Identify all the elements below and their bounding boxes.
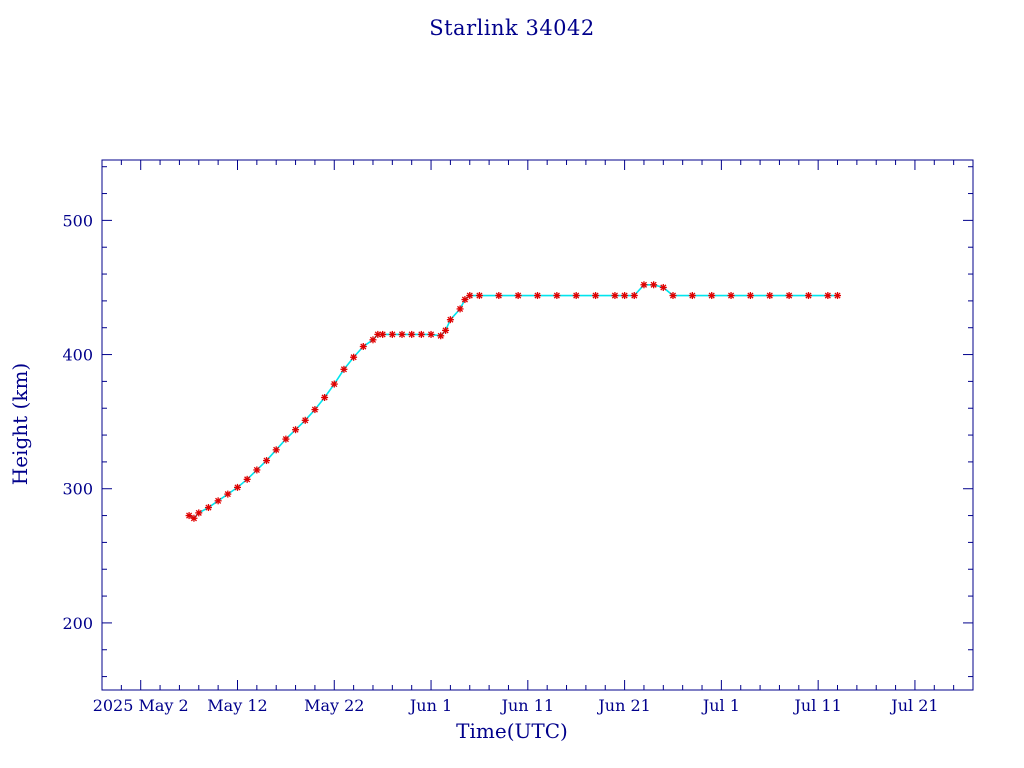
data-point <box>456 305 464 313</box>
data-point <box>195 509 203 517</box>
series-connector-line <box>188 283 838 520</box>
data-point <box>272 446 280 454</box>
data-point <box>834 292 842 300</box>
x-tick-label: May 12 <box>207 696 267 715</box>
data-point <box>417 330 425 338</box>
data-point <box>572 292 580 300</box>
data-point <box>611 292 619 300</box>
x-tick-label: Jul 21 <box>889 696 938 715</box>
data-point <box>204 504 212 512</box>
data-point <box>640 281 648 289</box>
data-point <box>224 490 232 498</box>
data-point <box>553 292 561 300</box>
data-point <box>659 283 667 291</box>
data-point <box>621 292 629 300</box>
x-tick-label: Jun 1 <box>408 696 452 715</box>
data-point <box>824 292 832 300</box>
plot-frame <box>101 159 974 691</box>
data-point <box>388 330 396 338</box>
y-axis-label: Height (km) <box>8 362 32 486</box>
data-point <box>466 292 474 300</box>
data-point <box>475 292 483 300</box>
data-point <box>301 416 309 424</box>
data-point <box>746 292 754 300</box>
series-markers <box>185 281 842 522</box>
data-point <box>461 296 469 304</box>
axis-ticks <box>102 160 974 690</box>
data-point <box>669 292 677 300</box>
data-point <box>534 292 541 300</box>
x-tick-label: Jul 11 <box>793 696 842 715</box>
data-point <box>311 406 319 414</box>
data-point <box>804 292 812 300</box>
data-point <box>446 316 454 324</box>
data-point <box>727 292 735 300</box>
data-point <box>688 292 696 300</box>
data-point <box>398 330 406 338</box>
data-point <box>282 435 290 443</box>
x-tick-label: Jul 1 <box>701 696 740 715</box>
data-point <box>408 330 416 338</box>
data-point <box>442 326 450 334</box>
chart-title: Starlink 34042 <box>429 16 595 40</box>
x-tick-label: 2025 May 2 <box>93 696 189 715</box>
x-axis-label: Time(UTC) <box>456 719 568 743</box>
data-point <box>369 336 377 344</box>
data-point <box>379 330 387 338</box>
data-point <box>650 281 658 289</box>
data-point <box>708 292 716 300</box>
y-tick-labels: 200 300 400 500 <box>62 211 93 633</box>
data-point <box>190 514 198 522</box>
data-point <box>263 457 271 465</box>
data-point <box>321 393 329 401</box>
data-point <box>437 332 445 340</box>
data-point <box>427 330 435 338</box>
y-tick-label: 400 <box>62 346 93 365</box>
data-point <box>592 292 600 300</box>
data-point <box>243 475 251 483</box>
y-tick-label: 300 <box>62 480 93 499</box>
x-tick-label: Jun 11 <box>500 696 554 715</box>
x-tick-labels: 2025 May 2 May 12 May 22 Jun 1 Jun 11 Jun 21 J… <box>93 696 939 715</box>
x-tick-label: Jun 21 <box>596 696 650 715</box>
y-tick-label: 200 <box>62 614 93 633</box>
data-point <box>514 292 522 300</box>
data-point <box>253 466 261 474</box>
data-point <box>340 365 348 373</box>
data-point <box>330 380 338 388</box>
data-point <box>214 497 222 505</box>
data-point <box>630 292 638 300</box>
x-tick-label: May 22 <box>304 696 364 715</box>
data-point <box>766 292 774 300</box>
data-point <box>233 483 241 491</box>
data-point <box>350 353 358 361</box>
y-tick-label: 500 <box>62 211 93 230</box>
data-point <box>292 426 300 434</box>
data-point <box>495 292 503 300</box>
data-point <box>359 343 367 351</box>
data-point <box>785 292 793 300</box>
